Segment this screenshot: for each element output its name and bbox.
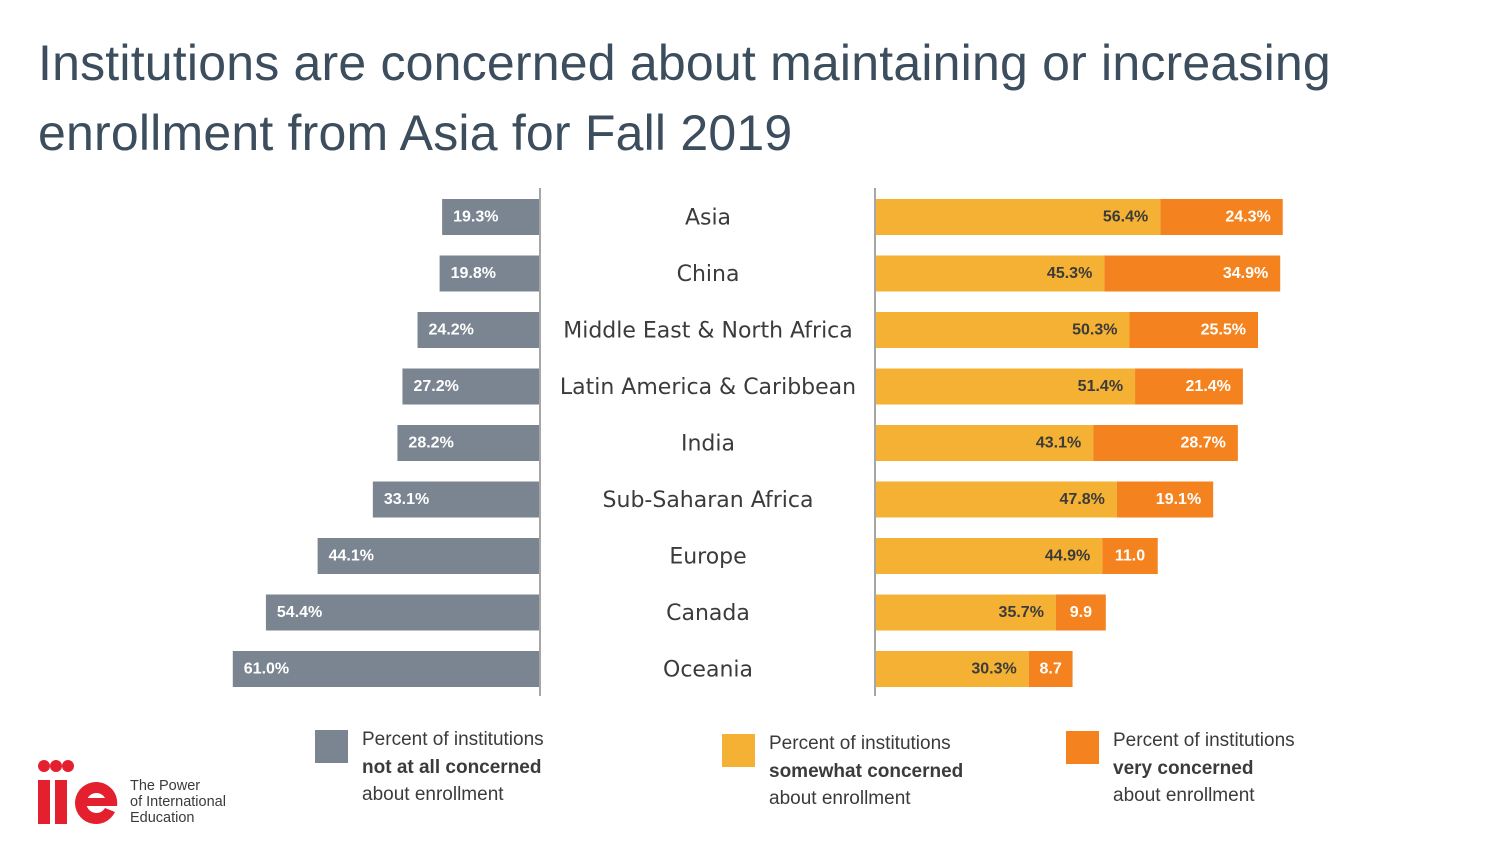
legend-swatch-very <box>1066 731 1099 764</box>
bar-not-at-all-concerned <box>372 481 539 518</box>
data-label-somewhat: 44.9% <box>1045 548 1090 565</box>
category-label: Europe <box>669 545 746 570</box>
bar-not-at-all-concerned <box>417 312 539 348</box>
data-label-not-at-all: 27.2% <box>413 378 458 395</box>
bar-very-concerned <box>1093 425 1238 461</box>
legend-line2: not at all concerned <box>362 756 542 778</box>
data-label-somewhat: 45.3% <box>1047 265 1092 282</box>
data-label-somewhat: 51.4% <box>1078 378 1123 395</box>
page-title: Institutions are concerned about maintai… <box>38 35 1331 161</box>
bar-not-at-all-concerned <box>317 538 539 574</box>
data-label-somewhat: 43.1% <box>1036 435 1081 452</box>
bar-somewhat-concerned <box>876 368 1136 405</box>
iie-logo-mark <box>38 760 118 824</box>
iie-logo: The Power of International Education <box>36 758 246 828</box>
bar-somewhat-concerned <box>876 594 1056 631</box>
data-label-very: 8.7 <box>1040 661 1062 678</box>
bar-somewhat-concerned <box>876 538 1103 574</box>
legend-swatch-not-at-all <box>315 730 348 763</box>
data-label-somewhat: 56.4% <box>1103 209 1148 226</box>
category-label: Canada <box>666 601 750 626</box>
data-label-very: 11.0 <box>1115 548 1145 565</box>
legend-line3: about enrollment <box>1113 785 1255 806</box>
data-label-not-at-all: 44.1% <box>329 548 374 565</box>
category-label: Sub-Saharan Africa <box>603 488 814 513</box>
bar-somewhat-concerned <box>876 425 1094 461</box>
bar-very-concerned <box>1028 651 1073 687</box>
legend-line3: about enrollment <box>769 788 911 809</box>
category-label: Oceania <box>663 658 753 683</box>
data-label-very: 21.4% <box>1186 378 1231 395</box>
logo-text-line1: The Power <box>130 778 201 794</box>
bar-somewhat-concerned <box>876 312 1130 348</box>
data-label-somewhat: 35.7% <box>999 604 1044 621</box>
data-label-not-at-all: 33.1% <box>384 491 429 508</box>
bar-not-at-all-concerned <box>232 651 539 687</box>
data-label-very: 19.1% <box>1156 491 1201 508</box>
bar-not-at-all-concerned <box>442 199 539 235</box>
data-label-very: 24.3% <box>1225 209 1270 226</box>
legend-line2: somewhat concerned <box>769 760 964 782</box>
data-label-not-at-all: 24.2% <box>429 322 474 339</box>
category-label: India <box>681 432 735 457</box>
data-label-not-at-all: 54.4% <box>277 604 322 621</box>
bar-not-at-all-concerned <box>439 255 539 292</box>
legend-line1: Percent of institutions <box>769 733 951 754</box>
data-label-somewhat: 47.8% <box>1060 491 1105 508</box>
data-label-not-at-all: 19.8% <box>451 265 496 282</box>
logo-text-line2: of International <box>130 794 226 810</box>
logo-text-line3: Education <box>130 810 195 826</box>
data-label-not-at-all: 61.0% <box>244 661 289 678</box>
bar-very-concerned <box>1055 594 1106 631</box>
legend-line2: very concerned <box>1113 757 1254 779</box>
data-label-very: 28.7% <box>1180 435 1225 452</box>
legend-line3: about enrollment <box>362 784 504 805</box>
bar-very-concerned <box>1104 255 1281 292</box>
bar-very-concerned <box>1160 199 1283 235</box>
data-label-not-at-all: 28.2% <box>408 435 453 452</box>
data-label-not-at-all: 19.3% <box>453 209 498 226</box>
category-label: Middle East & North Africa <box>563 319 853 344</box>
bar-not-at-all-concerned <box>265 594 539 631</box>
bar-very-concerned <box>1102 538 1158 574</box>
bar-very-concerned <box>1116 481 1214 518</box>
bar-somewhat-concerned <box>876 651 1029 687</box>
bar-somewhat-concerned <box>876 255 1105 292</box>
category-label: Asia <box>685 206 731 231</box>
bar-very-concerned <box>1129 312 1259 348</box>
bar-very-concerned <box>1135 368 1243 405</box>
category-label: Latin America & Caribbean <box>560 375 856 400</box>
legend-swatch-somewhat <box>722 734 755 767</box>
data-label-very: 34.9% <box>1223 265 1268 282</box>
data-label-very: 9.9 <box>1070 604 1092 621</box>
category-label: China <box>677 262 740 287</box>
bar-somewhat-concerned <box>876 481 1117 518</box>
data-label-somewhat: 50.3% <box>1072 322 1117 339</box>
bar-not-at-all-concerned <box>402 368 539 405</box>
legend-line1: Percent of institutions <box>362 729 544 750</box>
bar-not-at-all-concerned <box>397 425 539 461</box>
legend-line1: Percent of institutions <box>1113 730 1295 751</box>
data-label-very: 25.5% <box>1201 322 1246 339</box>
data-label-somewhat: 30.3% <box>971 661 1016 678</box>
bar-somewhat-concerned <box>876 199 1161 235</box>
